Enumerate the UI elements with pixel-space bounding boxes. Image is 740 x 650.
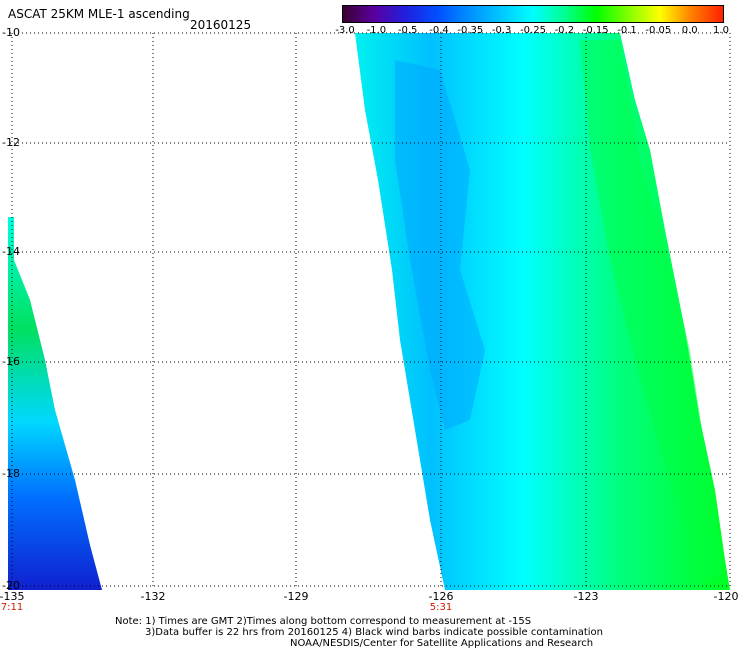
longitude-label: -135 (0, 590, 25, 603)
latitude-label: -18 (2, 467, 20, 480)
colorbar (342, 5, 724, 23)
longitude-label: -132 (140, 590, 166, 603)
colorbar-label: -0.3 (491, 25, 512, 36)
note-line-2: 3)Data buffer is 22 hrs from 20160125 4)… (145, 627, 603, 638)
longitude-label: -123 (573, 590, 599, 603)
latitude-label: -14 (2, 245, 20, 258)
colorbar-label: -0.2 (554, 25, 575, 36)
colorbar-label: -3.0 (335, 25, 355, 36)
longitude-label: -120 (713, 590, 739, 603)
chart-date: 20160125 (190, 18, 252, 32)
time-label: 5:31 (429, 602, 453, 613)
longitude-label: -126 (428, 590, 454, 603)
colorbar-label: 1.0 (713, 25, 729, 36)
grid (10, 32, 731, 587)
latitude-label: -20 (2, 579, 20, 592)
longitude-label: -129 (283, 590, 309, 603)
colorbar-label: -0.4 (429, 25, 449, 36)
colorbar-label: -0.35 (457, 25, 484, 36)
colorbar-label: -1.0 (366, 25, 387, 36)
colorbar-label: -0.5 (397, 25, 418, 36)
colorbar-label: -0.05 (645, 25, 672, 36)
colorbar-label: 0.0 (681, 25, 698, 36)
blue-patch (395, 60, 485, 430)
time-label: 7:11 (0, 602, 24, 613)
colorbar-label: -0.15 (582, 25, 609, 36)
latitude-label: -16 (2, 355, 20, 368)
note-line-3: NOAA/NESDIS/Center for Satellite Applica… (290, 638, 594, 649)
green-patch (580, 40, 725, 580)
note-line-1: Note: 1) Times are GMT 2)Times along bot… (115, 616, 532, 627)
latitude-label: -12 (2, 136, 20, 149)
latitude-label: -10 (2, 26, 20, 39)
colorbar-label: -0.25 (520, 25, 546, 36)
colorbar-label: -0.1 (617, 25, 637, 36)
left-swath (8, 217, 102, 590)
chart-title: ASCAT 25KM MLE-1 ascending (8, 7, 190, 21)
